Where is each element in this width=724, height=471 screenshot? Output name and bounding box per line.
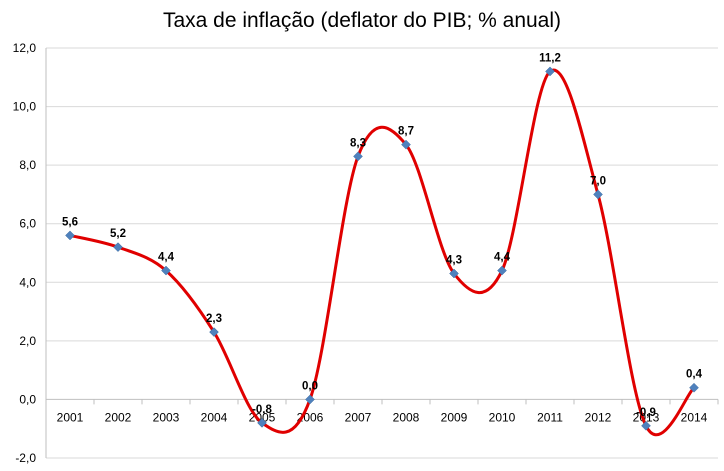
y-tick-label: 4,0 [19, 275, 36, 289]
data-labels: 5,6 5,2 4,4 2,3 -0,8 0,0 8,3 8,7 4,3 4,4 11,2 7,0 -0… [62, 52, 703, 418]
data-label: 8,3 [350, 137, 366, 149]
x-tick-label: 2010 [489, 410, 516, 424]
data-label: 4,4 [158, 252, 175, 264]
x-tick-label: 2009 [441, 410, 468, 424]
x-tick-label: 2011 [537, 410, 563, 424]
data-label: 11,2 [539, 52, 561, 64]
data-label: 0,4 [686, 369, 703, 381]
data-markers [65, 66, 699, 431]
data-point-marker [545, 66, 555, 77]
y-tick-label: 10,0 [13, 100, 37, 114]
y-tick-label: 6,0 [19, 217, 36, 231]
y-tick-label: -2,0 [15, 451, 36, 465]
data-label: 4,4 [494, 252, 511, 264]
data-label: -0,9 [636, 407, 656, 419]
gridlines [46, 47, 718, 459]
data-label: 5,2 [110, 228, 126, 240]
x-tick-label: 2014 [681, 410, 708, 424]
data-label: 2,3 [206, 313, 222, 325]
data-point-marker [353, 151, 363, 162]
data-label: 5,6 [62, 216, 78, 228]
data-point-marker [641, 420, 651, 431]
x-tick-label: 2007 [345, 410, 372, 424]
x-tick-label: 2001 [57, 410, 84, 424]
data-point-marker [497, 265, 507, 276]
data-point-marker [113, 242, 123, 252]
data-point-marker [305, 394, 315, 405]
data-point-marker [209, 327, 219, 337]
data-point-marker [449, 268, 459, 279]
x-tick-label: 2003 [153, 410, 180, 424]
x-tick-label: 2004 [201, 410, 228, 424]
chart-title: Taxa de inflação (deflator do PIB; % anu… [163, 9, 561, 32]
data-label: 4,3 [446, 255, 462, 267]
x-tick-label: 2012 [585, 410, 612, 424]
data-label: 8,7 [398, 126, 414, 138]
series-line-layer [68, 68, 696, 437]
y-tick-label: 2,0 [19, 334, 36, 348]
y-tick-label: 0,0 [19, 392, 36, 406]
axes [45, 48, 719, 458]
data-point-marker [401, 139, 411, 150]
data-label: -0,8 [252, 404, 272, 416]
series-line [68, 68, 696, 437]
data-point-marker [689, 382, 699, 393]
x-tick-label: 2013 [633, 410, 660, 424]
x-tick-label: 2008 [393, 410, 420, 424]
y-tick-label: 12,0 [13, 41, 37, 55]
y-axis-tick-labels: -2,0 0,0 2,0 4,0 6,0 8,0 10,0 12,0 [13, 41, 37, 465]
x-tick-label: 2002 [105, 410, 132, 424]
data-label: 7,0 [590, 175, 606, 187]
data-point-marker [257, 418, 267, 428]
x-axis-tick-labels: 2001 2002 2003 2004 2005 2006 2007 2008 2009 2010… [57, 410, 708, 424]
y-tick-label: 8,0 [19, 158, 36, 172]
data-point-marker [161, 265, 171, 276]
data-point-marker [65, 230, 75, 241]
data-label: 0,0 [302, 380, 318, 392]
data-point-marker [593, 189, 603, 200]
